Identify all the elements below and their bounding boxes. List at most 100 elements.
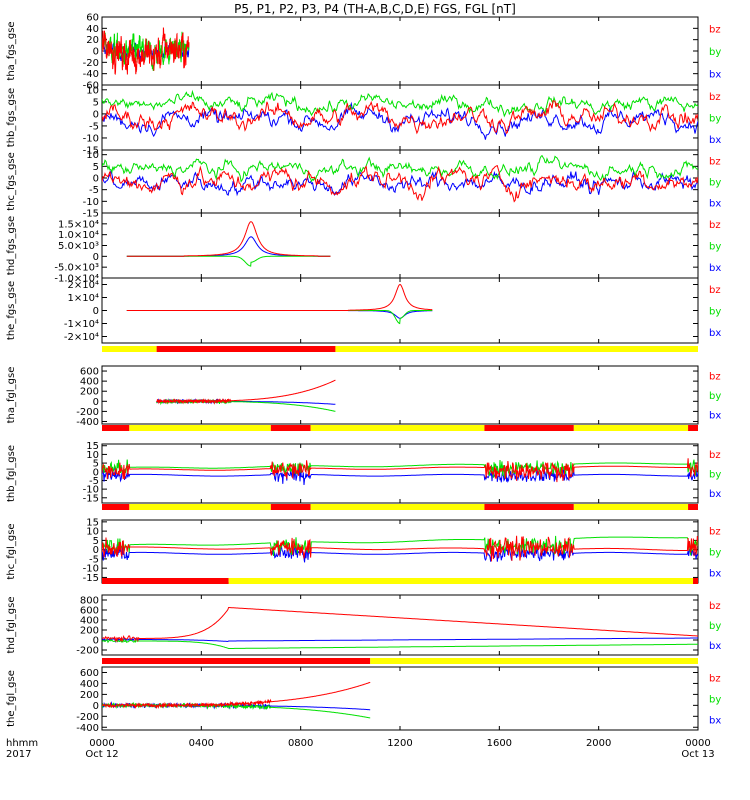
legend-bx: bx [709, 135, 721, 146]
ytick-label: 0 [93, 701, 99, 712]
ytick-label: 10 [86, 450, 99, 461]
mode-segment-on [688, 425, 698, 431]
legend-by: by [709, 621, 721, 632]
ytick-label: 1.0×10⁴ [58, 230, 99, 241]
series-bz [102, 681, 371, 709]
series-bz [102, 535, 698, 562]
ytick-label: -15 [83, 146, 99, 157]
axis-row-label-year: 2017 [6, 749, 31, 760]
ytick-label: -60 [83, 81, 99, 92]
ytick-label: -15 [83, 573, 99, 584]
legend-bz: bz [709, 601, 721, 612]
ytick-label: -10 [83, 197, 99, 208]
legend-by: by [709, 242, 721, 253]
ytick-label: 1.5×10⁴ [58, 219, 99, 230]
ytick-label: 0 [93, 636, 99, 647]
legend-bz: bz [709, 92, 721, 103]
date-label-start: Oct 12 [85, 749, 118, 760]
ytick-label: -400 [76, 417, 99, 428]
ytick-label: 10 [86, 150, 99, 161]
panel-ylabel: tha_fgl_gse [6, 367, 17, 424]
ytick-label: 15 [86, 441, 99, 452]
ytick-label: 600 [80, 606, 99, 617]
legend-by: by [709, 178, 721, 189]
xtick-label: 2000 [586, 738, 611, 749]
series-by [102, 89, 698, 118]
ytick-label: 400 [80, 616, 99, 627]
legend-bx: bx [709, 70, 721, 81]
mode-segment-on [484, 504, 574, 510]
mode-bar-2 [102, 504, 698, 510]
mode-segment-off [335, 346, 698, 352]
legend-bx: bx [709, 489, 721, 500]
ytick-label: -15 [83, 209, 99, 220]
ytick-label: 0 [93, 306, 99, 317]
ytick-label: -200 [76, 407, 99, 418]
mode-segment-on [102, 578, 229, 584]
panel-ylabel: thd_fgl_gse [6, 597, 17, 654]
legend-by: by [709, 695, 721, 706]
mode-segment-on [270, 504, 311, 510]
ytick-label: 40 [86, 24, 99, 35]
ytick-label: 60 [86, 13, 99, 24]
ytick-label: -5 [89, 554, 99, 565]
ytick-label: 0 [93, 252, 99, 263]
panel-the_fgs: the_fgs_gse 2×10⁴ 1×10⁴ 0 -1×10⁴ -2×10⁴ bz by bx [6, 277, 721, 344]
mode-segment-off [228, 578, 694, 584]
xtick-label: 0800 [288, 738, 313, 749]
mode-segment-off [573, 425, 689, 431]
mode-segment-on [102, 425, 130, 431]
ytick-label: -5.0×10³ [54, 263, 99, 274]
legend-by: by [709, 548, 721, 559]
mode-segment-off [573, 504, 689, 510]
legend-bx: bx [709, 328, 721, 339]
ytick-label: 800 [80, 596, 99, 607]
series-by [102, 535, 698, 557]
series-bx [102, 466, 698, 486]
series-by [126, 310, 433, 325]
legend-bz: bz [709, 285, 721, 296]
ytick-label: 600 [80, 367, 99, 378]
mode-segment-on [693, 578, 698, 584]
ytick-label: -200 [76, 712, 99, 723]
ytick-label: 10 [86, 527, 99, 538]
ytick-label: 200 [80, 626, 99, 637]
ytick-label: -10 [83, 564, 99, 575]
mode-segment-on [688, 504, 698, 510]
series-bz [126, 283, 433, 311]
series-by [126, 255, 331, 267]
panel-ylabel: thd_fgs_gse [6, 216, 17, 275]
series-bx [102, 169, 698, 197]
ytick-label: -5 [89, 185, 99, 196]
legend-by: by [709, 114, 721, 125]
ytick-label: -10 [83, 485, 99, 496]
mode-segment-on [156, 346, 336, 352]
mode-segment-on [270, 425, 311, 431]
panel-ylabel: tha_fgs_gse [6, 21, 17, 80]
chart-title: P5, P1, P2, P3, P4 (TH-A,B,C,D,E) FGS, F… [234, 2, 516, 16]
panel-frame [101, 594, 699, 656]
panel-frame [101, 16, 699, 86]
series-bz [102, 607, 698, 643]
series-bx [102, 637, 698, 644]
mode-bar-1 [102, 425, 698, 431]
legend-bx: bx [709, 716, 721, 727]
panel-ylabel: thc_fgs_gse [6, 152, 17, 211]
ytick-label: 5.0×10³ [58, 241, 99, 252]
ytick-label: 5 [93, 162, 99, 173]
ytick-label: -5 [89, 476, 99, 487]
ytick-label: -1.0×10⁴ [54, 274, 99, 285]
legend-bz: bz [709, 527, 721, 538]
panel-frame [101, 519, 699, 584]
panel-ylabel: thb_fgs_gse [6, 88, 17, 147]
legend-bz: bz [709, 220, 721, 231]
panel-ylabel: thc_fgl_gse [6, 523, 17, 579]
mode-bar-3 [102, 578, 698, 584]
ytick-label: 400 [80, 377, 99, 388]
ytick-label: -20 [83, 58, 99, 69]
